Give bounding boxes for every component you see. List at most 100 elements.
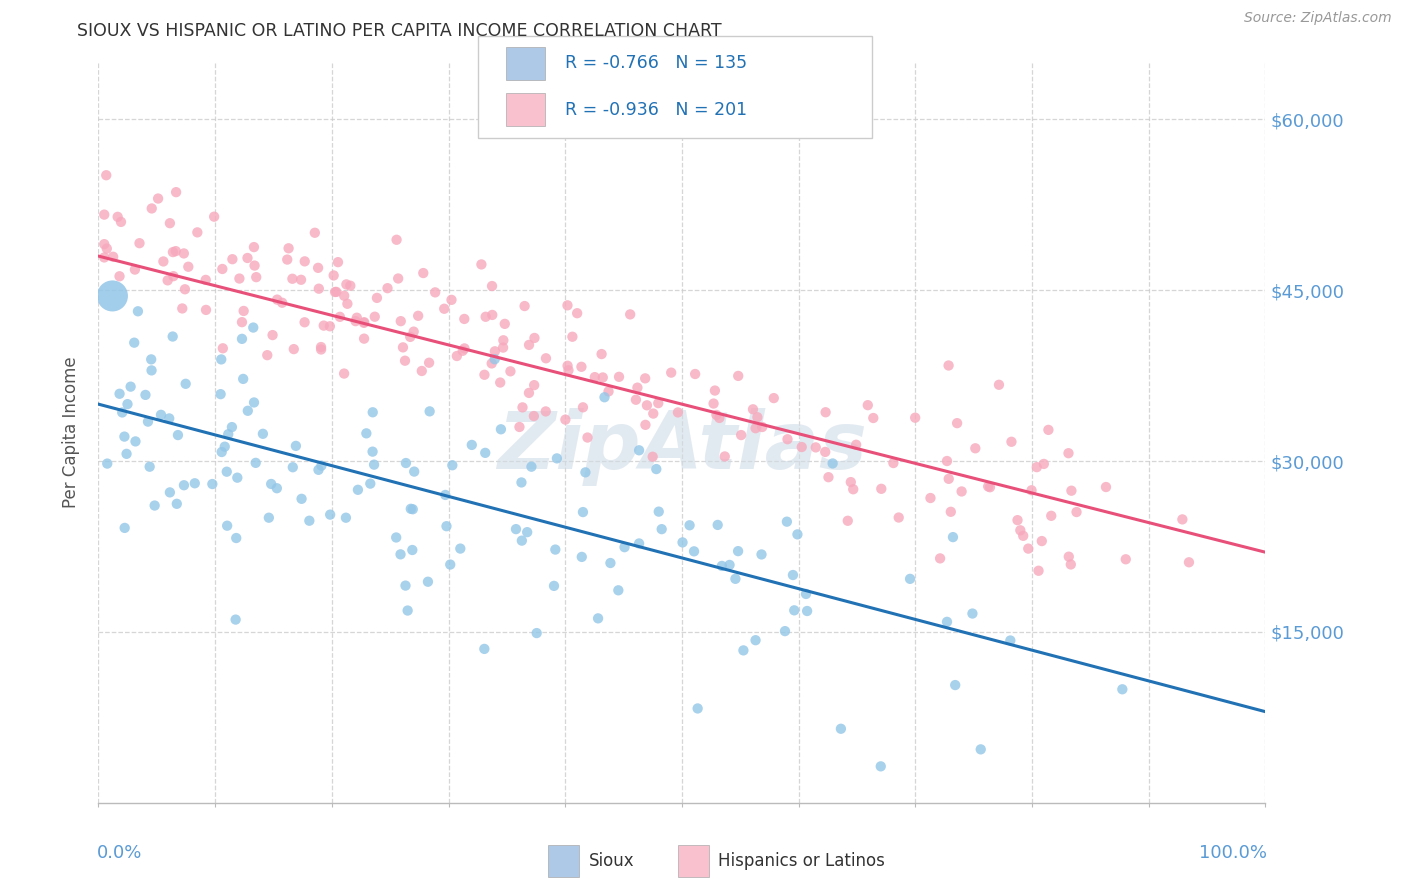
Point (396, 603, 419, 617)
Point (138, 459, 160, 474)
Point (1060, 483, 1083, 498)
Point (356, 426, 378, 441)
Point (395, 456, 418, 470)
Point (401, 543, 423, 558)
Point (626, 381, 648, 395)
Point (786, 527, 808, 541)
Point (481, 356, 503, 370)
Point (436, 519, 458, 533)
Point (730, 428, 752, 442)
Point (572, 505, 595, 519)
Point (245, 270, 267, 285)
Point (425, 285, 447, 300)
Point (453, 342, 475, 356)
Point (845, 438, 868, 452)
Point (710, 558, 733, 573)
Point (520, 459, 543, 474)
Point (101, 289, 124, 303)
Point (929, 551, 952, 566)
Point (228, 271, 250, 285)
Point (643, 407, 665, 421)
Point (347, 483, 370, 497)
Point (508, 420, 530, 434)
Point (236, 251, 259, 265)
Point (790, 440, 813, 454)
Point (628, 536, 651, 550)
Point (319, 508, 342, 522)
Point (124, 434, 146, 449)
Point (950, 484, 973, 499)
Text: Sioux: Sioux (589, 852, 634, 871)
Point (887, 510, 910, 524)
Point (111, 405, 134, 419)
Point (727, 368, 749, 383)
Point (814, 445, 837, 459)
Text: SIOUX VS HISPANIC OR LATINO PER CAPITA INCOME CORRELATION CHART: SIOUX VS HISPANIC OR LATINO PER CAPITA I… (77, 22, 721, 40)
Point (470, 257, 492, 271)
Point (209, 352, 232, 367)
Point (474, 310, 496, 324)
Point (747, 410, 769, 425)
Point (592, 370, 614, 384)
Point (143, 499, 166, 513)
Point (311, 458, 333, 473)
Point (942, 530, 965, 544)
Point (404, 465, 426, 479)
Point (211, 341, 233, 355)
Point (1095, 480, 1118, 494)
Point (751, 548, 773, 562)
Point (162, 245, 184, 260)
Point (361, 444, 384, 458)
Point (308, 463, 330, 477)
Point (1060, 558, 1083, 572)
Point (335, 277, 357, 292)
Point (195, 302, 218, 317)
Point (364, 310, 387, 324)
Point (406, 309, 429, 323)
Point (628, 443, 651, 458)
Point (134, 388, 156, 402)
Point (513, 299, 536, 313)
Point (1040, 508, 1063, 523)
Point (453, 312, 475, 326)
Point (184, 476, 207, 491)
Point (586, 611, 609, 625)
Point (936, 454, 959, 468)
Bar (548, 846, 579, 878)
Point (481, 308, 503, 322)
Point (591, 347, 613, 361)
Point (298, 514, 321, 528)
Point (557, 298, 579, 312)
Point (598, 384, 620, 399)
Point (613, 540, 636, 554)
Point (329, 310, 352, 324)
Point (194, 273, 217, 287)
Point (1178, 555, 1201, 569)
Point (226, 471, 249, 485)
Point (304, 226, 326, 240)
Point (607, 369, 630, 384)
Point (141, 202, 163, 216)
Point (307, 260, 329, 275)
Point (101, 250, 124, 264)
Point (821, 457, 844, 471)
Point (353, 316, 375, 330)
Point (977, 479, 1000, 493)
Point (776, 432, 799, 446)
Point (557, 363, 579, 377)
Point (290, 491, 312, 506)
Point (439, 558, 461, 572)
Point (217, 427, 239, 442)
Point (651, 522, 673, 536)
Point (174, 282, 197, 296)
Point (713, 450, 735, 464)
Point (243, 259, 266, 273)
Point (1025, 460, 1047, 475)
Point (149, 408, 172, 422)
Point (904, 410, 927, 425)
Point (172, 301, 194, 316)
Point (173, 478, 195, 492)
Point (565, 306, 588, 320)
Point (472, 641, 495, 656)
Point (862, 411, 884, 425)
